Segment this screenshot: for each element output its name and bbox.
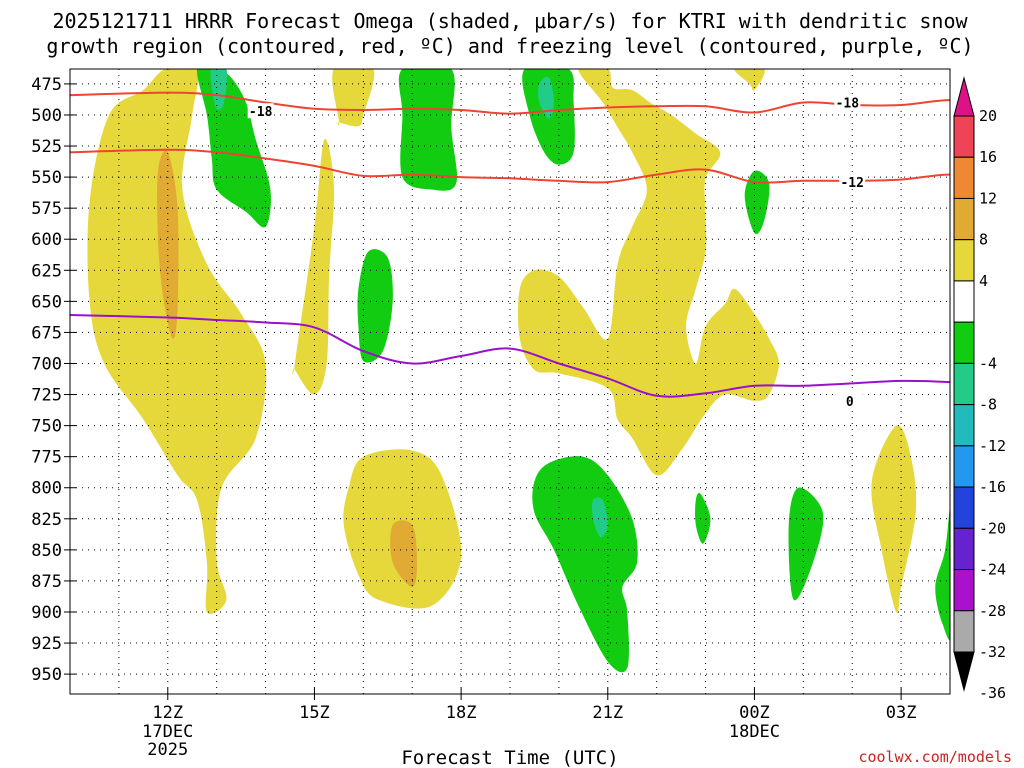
isotherm-contours: -18 -18 -12 0 [70, 91, 950, 410]
colorbar-bin [953, 527, 975, 571]
colorbar-label: -24 [979, 561, 1006, 579]
x-tick-label: 00Z [739, 703, 770, 723]
contour-label: -18 [249, 105, 273, 120]
colorbar-label: 4 [979, 272, 988, 290]
omega-region-11 [398, 69, 457, 191]
y-tick-label: 500 [31, 106, 62, 126]
omega-region-6 [517, 69, 779, 476]
omega-region-1 [157, 150, 179, 339]
x-tick-date: 17DEC [142, 722, 193, 742]
omega-shaded-regions [87, 69, 950, 673]
colorbar-over-triangle [953, 76, 975, 117]
colorbar-label: 16 [979, 148, 997, 166]
y-tick-label: 950 [31, 665, 62, 685]
colorbar-label: 20 [979, 107, 997, 125]
colorbar-bin [953, 362, 975, 406]
colorbar-label: -16 [979, 478, 1006, 496]
colorbar-label: -20 [979, 519, 1006, 537]
contour-label-bg [834, 94, 861, 110]
omega-region-17 [744, 170, 770, 235]
colorbar-label: -36 [979, 684, 1006, 702]
y-tick-label: 675 [31, 323, 62, 343]
omega-region-19 [788, 487, 824, 601]
colorbar-label: -28 [979, 602, 1006, 620]
y-tick-label: 700 [31, 354, 62, 374]
omega-region-20 [935, 504, 950, 641]
omega-region-10 [210, 69, 228, 110]
y-tick-label: 525 [31, 137, 62, 157]
colorbar-bin [953, 156, 975, 199]
contour-label-bg [839, 174, 866, 190]
y-tick-label: 750 [31, 417, 62, 437]
omega-region-7 [734, 69, 765, 91]
contour-label: -18 [836, 97, 860, 112]
x-tick-label: 12Z [152, 703, 183, 723]
colorbar-label: -12 [979, 437, 1006, 455]
x-tick-label: 18Z [446, 703, 477, 723]
y-tick-label: 850 [31, 541, 62, 561]
omega-region-15 [532, 456, 638, 673]
x-tick-label: 21Z [592, 703, 623, 723]
plot-frame [69, 68, 951, 695]
colorbar-label: -8 [979, 396, 997, 414]
colorbar-bin [953, 280, 975, 323]
y-tick-label: 550 [31, 168, 62, 188]
colorbar-bin [953, 115, 975, 158]
y-tick-label: 900 [31, 603, 62, 623]
colorbar-label: 12 [979, 189, 997, 207]
y-tick-label: 775 [31, 448, 62, 468]
x-tick-label: 03Z [886, 703, 917, 723]
x-tick-year: 2025 [147, 740, 188, 760]
x-tick-date: 18DEC [729, 722, 780, 742]
x-tick-label: 15Z [299, 703, 330, 723]
colorbar-bin [953, 445, 975, 488]
contour-label-bg [247, 103, 274, 119]
colorbar-bin [953, 404, 975, 447]
colorbar-bin [953, 610, 975, 653]
omega-region-12 [357, 249, 393, 363]
x-axis-label: Forecast Time (UTC) [401, 747, 618, 768]
colorbar-bin [953, 569, 975, 612]
omega-region-16 [592, 497, 608, 538]
omega-region-14 [538, 76, 554, 119]
y-tick-label: 575 [31, 199, 62, 219]
y-tick-label: 800 [31, 479, 62, 499]
colorbar-bin [953, 239, 975, 282]
y-tick-label: 925 [31, 634, 62, 654]
y-tick-label: 825 [31, 510, 62, 530]
colorbar-label: -32 [979, 643, 1006, 661]
y-tick-label: 875 [31, 572, 62, 592]
colorbar-bin [953, 486, 975, 529]
contour-line-2 [70, 314, 950, 398]
y-tick-label: 625 [31, 261, 62, 281]
colorbar-bin [953, 321, 975, 364]
contour-label: 0 [846, 395, 854, 410]
omega-region-8 [871, 425, 917, 614]
credit-text: coolwx.com/models [858, 748, 1012, 766]
omega-region-5 [390, 520, 418, 588]
colorbar: 20 16 12 8 4 -4 -8 -12 -16 -20 -24 -28 -32 -36 [953, 76, 1006, 702]
omega-region-0 [87, 69, 267, 614]
colorbar-bin [953, 197, 975, 241]
chart-title-line2: growth region (contoured, red, ºC) and f… [46, 34, 973, 58]
contour-label: -12 [840, 176, 863, 191]
colorbar-label: -4 [979, 354, 997, 372]
y-tick-label: 475 [31, 75, 62, 95]
omega-region-18 [695, 492, 711, 544]
chart-title-line1: 2025121711 HRRR Forecast Omega (shaded, … [52, 9, 968, 33]
contour-label-bg [836, 392, 863, 408]
omega-region-3 [332, 69, 375, 127]
omega-region-9 [196, 69, 271, 228]
colorbar-under-triangle [953, 651, 975, 692]
y-tick-label: 650 [31, 292, 62, 312]
y-tick-label: 600 [31, 230, 62, 250]
colorbar-label: 8 [979, 231, 988, 249]
y-axis-ticks: 475 500 525 550 575 600 625 650 675 700 725 750 775 8… [31, 75, 76, 685]
y-tick-label: 725 [31, 386, 62, 406]
